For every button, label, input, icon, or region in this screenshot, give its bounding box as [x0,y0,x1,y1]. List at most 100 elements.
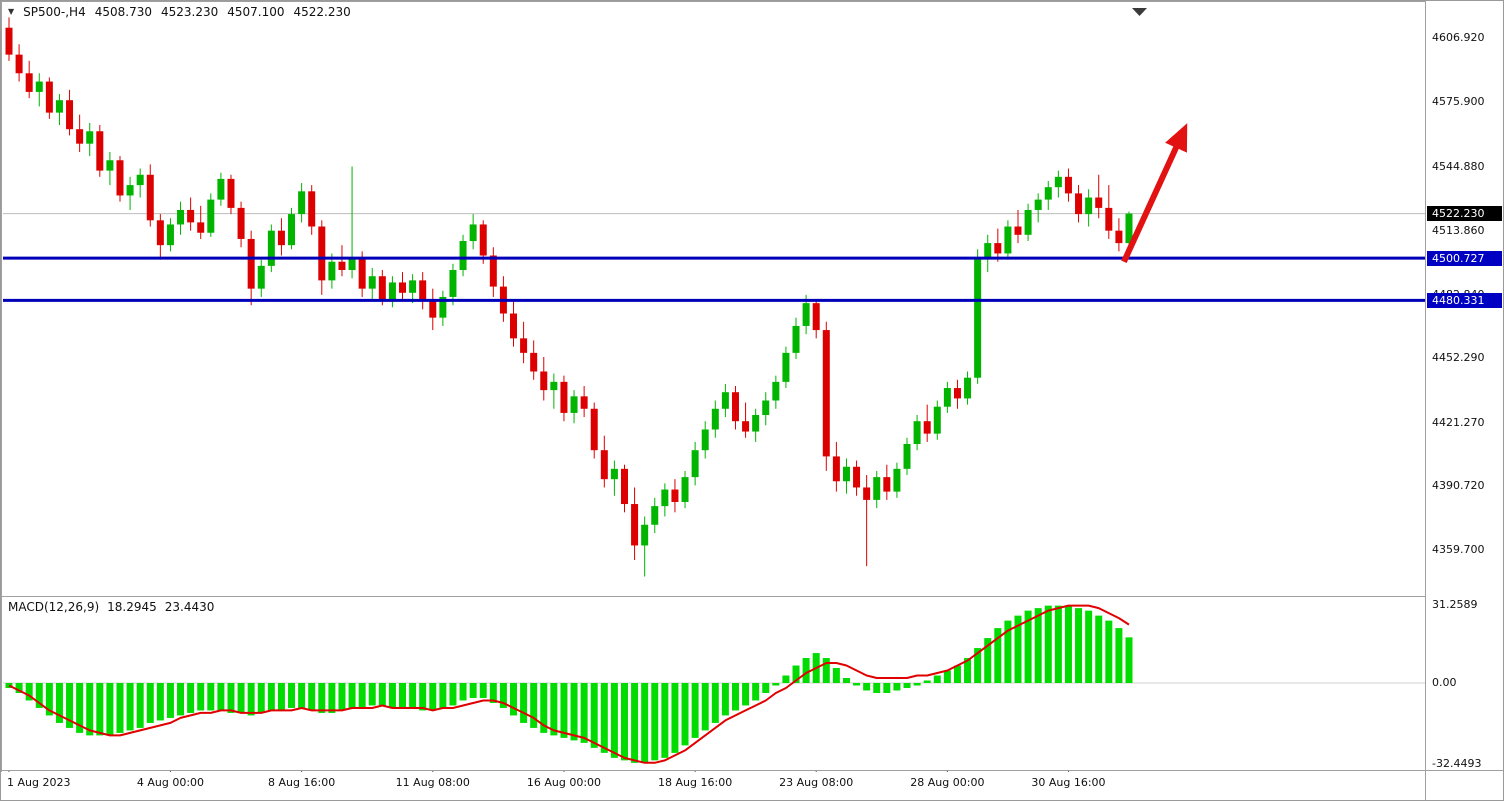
candle-body [540,371,548,391]
macd-histogram-bar [76,683,84,733]
macd-histogram-bar [247,683,255,716]
macd-histogram-bar [399,683,407,708]
macd-histogram-bar [25,683,33,701]
candle-body [964,377,972,399]
candle-body [560,381,568,413]
macd-histogram-bar [55,683,63,723]
candle-body [752,414,760,432]
macd-histogram-bar [348,683,356,708]
candle-body [933,406,941,434]
candle-body [358,257,366,289]
macd-signal-value: 23.4430 [164,600,215,614]
macd-histogram-bar [1095,615,1103,683]
trend-arrow[interactable] [1121,123,1188,263]
candle-body [227,178,235,208]
price-tick-label: 4359.700 [1432,543,1485,557]
macd-histogram-bar [106,683,114,736]
macd-histogram-bar [893,683,901,691]
candle-body [1105,207,1113,231]
macd-histogram-bar [96,683,104,736]
current-price-box: 4522.230 [1427,206,1502,222]
candle-body [247,238,255,289]
candle-body [156,220,164,246]
candle-body [913,421,921,444]
macd-histogram-bar [35,683,43,708]
candle-body [701,429,709,451]
macd-histogram-bar [1004,620,1012,683]
macd-histogram-bar [792,665,800,683]
macd-histogram-bar [943,670,951,683]
candle-body [520,338,528,353]
macd-indicator-label: MACD(12,26,9) 18.2945 23.4430 [8,600,214,614]
macd-histogram-bar [681,683,689,746]
price-tick-label: 4421.270 [1432,415,1485,429]
macd-tick-label: 0.00 [1432,676,1457,689]
candle-body [368,276,376,289]
macd-histogram-bar [187,683,195,713]
candle-body [348,257,356,271]
candle-body [530,352,538,372]
symbol-marker-icon: ▼ [8,7,15,16]
candle-body [1085,197,1093,215]
candle-body [86,131,94,144]
candle-body [419,280,427,302]
macd-histogram-bar [298,683,306,708]
candle-body [298,191,306,215]
candle-body [1004,226,1012,254]
macd-tick-label: 31.2589 [1432,597,1478,611]
macd-signal-line [8,604,1130,764]
macd-histogram-bar [752,683,760,701]
scroll-position-marker-icon[interactable] [1132,8,1147,16]
candle-body [842,466,850,482]
time-axis[interactable]: 1 Aug 2023 4 Aug 00:00 8 Aug 16:00 11 Aug 0… [1,772,1425,800]
price-tick-label: 4544.880 [1432,159,1485,173]
candle-body [681,477,689,502]
candle-body [1034,199,1042,210]
candle-body [691,450,699,478]
candle-body [974,257,982,378]
candle-body [873,477,881,500]
candle-body [510,313,517,339]
candle-body [106,160,114,171]
candle-body [66,100,74,130]
macd-histogram-bar [126,683,134,731]
candle-body [267,230,275,266]
macd-histogram-bar [146,683,154,723]
time-tick-label: 8 Aug 16:00 [268,776,336,789]
macd-histogram-bar [1034,608,1042,683]
macd-histogram-bar [1064,605,1072,683]
candle-body [378,276,386,300]
candle-body [600,450,608,480]
macd-histogram-bar [530,683,538,728]
macd-histogram-bar [207,683,215,711]
macd-histogram-bar [964,658,972,683]
candle-body [550,381,558,391]
quote-close: 4522.230 [293,5,351,19]
macd-histogram-bar [429,683,437,711]
macd-histogram-bar [802,658,810,683]
macd-histogram-bar [338,683,346,711]
price-axis[interactable]: 4606.9204575.9004544.8804513.8604482.840… [1426,1,1503,770]
price-tick-label: 4606.920 [1432,31,1485,45]
candle-body [641,524,649,546]
level-price-box: 4500.727 [1427,250,1502,266]
macd-histogram-bar [388,683,396,708]
candle-body [15,54,23,74]
symbol-timeframe-label: SP500-,H4 [23,5,86,19]
candle-body [126,185,134,196]
macd-histogram-bar [570,683,578,741]
macd-tick-label: -32.4493 [1432,756,1482,770]
candle-body [399,282,407,293]
macd-histogram-bar [953,665,961,683]
macd-histogram-bar [45,683,53,716]
macd-histogram-bar [217,683,225,711]
macd-histogram-bar [873,683,881,693]
macd-histogram-bar [651,683,659,761]
candle-body [812,303,820,331]
candle-body [55,100,63,113]
macd-histogram-bar [166,683,174,718]
macd-histogram-bar [479,683,487,698]
candle-body [207,199,215,233]
